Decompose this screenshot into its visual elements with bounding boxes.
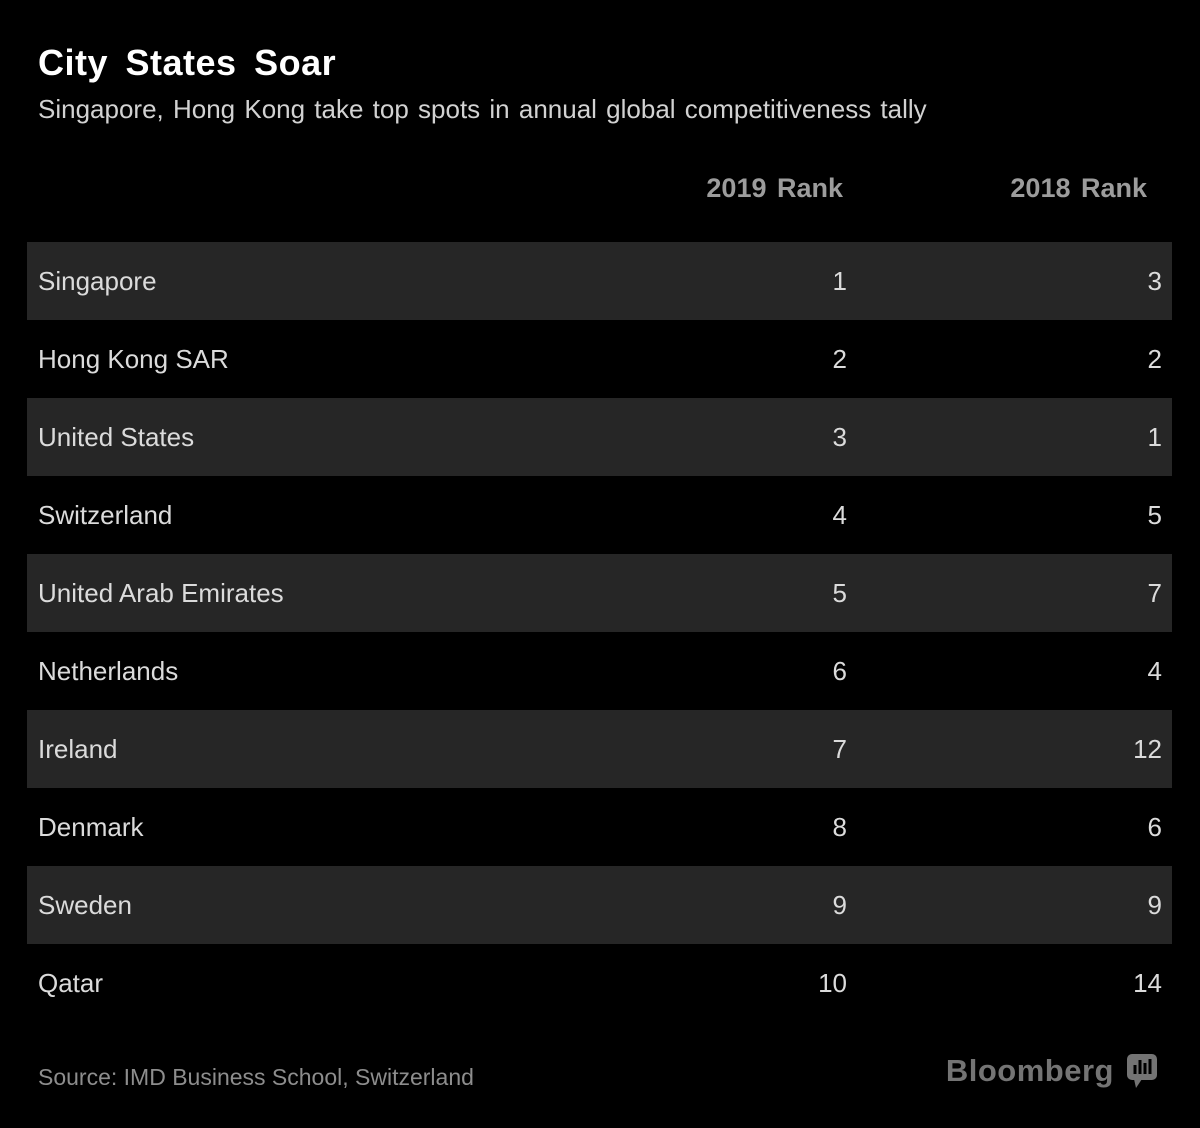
table-header-row: 2019 Rank 2018 Rank: [27, 170, 1172, 206]
country-label: Sweden: [38, 889, 132, 920]
source-note: Source: IMD Business School, Switzerland: [38, 1064, 474, 1090]
rank-2018-value: 6: [1147, 811, 1162, 842]
table-row: Qatar 10 14: [27, 944, 1172, 1022]
table-row: Ireland 7 12: [27, 710, 1172, 788]
rank-table: Singapore 1 3 Hong Kong SAR 2 2 United States 3…: [27, 242, 1172, 1022]
country-label: United States: [38, 421, 195, 452]
rank-2019-value: 8: [832, 811, 847, 842]
country-label: Ireland: [38, 733, 118, 764]
table-row: Singapore 1 3: [27, 242, 1172, 320]
rank-2019-value: 4: [832, 499, 847, 530]
table-row: United States 3 1: [27, 398, 1172, 476]
country-label: Hong Kong SAR: [38, 343, 229, 374]
rank-2019-value: 2: [832, 343, 847, 374]
country-label: United Arab Emirates: [38, 577, 284, 608]
rank-2018-value: 12: [1133, 733, 1162, 764]
country-label: Netherlands: [38, 655, 179, 686]
rank-2018-value: 9: [1147, 889, 1162, 920]
chart-subtitle: Singapore, Hong Kong take top spots in a…: [38, 94, 927, 124]
table-row: Denmark 8 6: [27, 788, 1172, 866]
rank-2018-value: 5: [1147, 499, 1162, 530]
bloomberg-chart-bubble-icon: [1127, 1053, 1157, 1088]
rank-2018-value: 3: [1147, 265, 1162, 296]
country-label: Denmark: [38, 811, 144, 842]
rank-2019-value: 7: [832, 733, 847, 764]
table-row: Hong Kong SAR 2 2: [27, 320, 1172, 398]
rank-2019-value: 5: [832, 577, 847, 608]
bloomberg-wordmark: Bloomberg: [945, 1053, 1114, 1088]
rank-2019-value: 3: [832, 421, 847, 452]
bloomberg-logo: Bloomberg: [946, 1053, 1157, 1089]
country-label: Qatar: [38, 967, 104, 998]
table-row: Netherlands 6 4: [27, 632, 1172, 710]
rank-2018-value: 14: [1133, 967, 1162, 998]
country-label: Singapore: [38, 265, 157, 296]
chart-title: City States Soar: [38, 42, 337, 83]
rank-2019-value: 10: [818, 967, 847, 998]
table-row: Switzerland 4 5: [27, 476, 1172, 554]
rank-2018-value: 1: [1147, 421, 1162, 452]
rank-2018-value: 2: [1147, 343, 1162, 374]
column-header-2018-rank: 2018 Rank: [1010, 172, 1147, 203]
rank-2019-value: 1: [832, 265, 847, 296]
rank-2018-value: 4: [1147, 655, 1162, 686]
rank-2018-value: 7: [1147, 577, 1162, 608]
column-header-2019-rank: 2019 Rank: [706, 172, 843, 203]
rank-2019-value: 9: [832, 889, 847, 920]
table-row: Sweden 9 9: [27, 866, 1172, 944]
country-label: Switzerland: [38, 499, 173, 530]
table-row: United Arab Emirates 5 7: [27, 554, 1172, 632]
rank-2019-value: 6: [832, 655, 847, 686]
